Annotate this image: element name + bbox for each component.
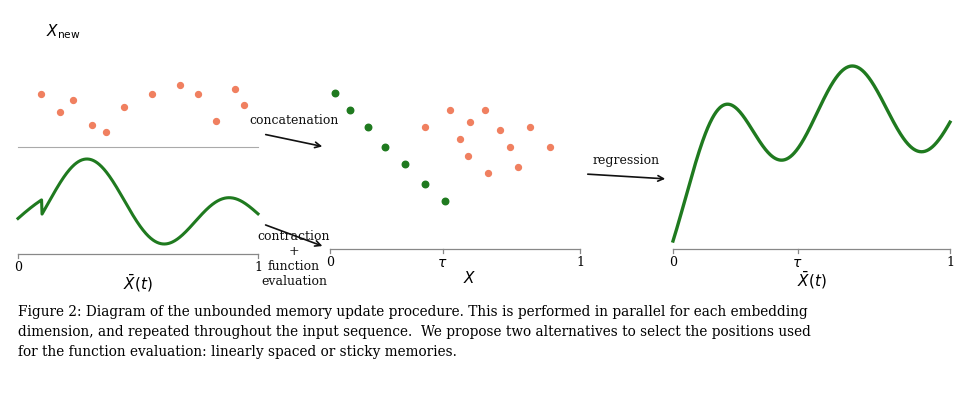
Text: $X_\mathrm{new}$: $X_\mathrm{new}$ [46,22,80,40]
Point [360,124,376,130]
Text: concatenation: concatenation [250,114,339,127]
Point [438,199,453,205]
Point [343,107,358,113]
Point [327,90,343,97]
Point [480,170,496,176]
Text: regression: regression [593,153,660,166]
Point [33,91,48,98]
Point [171,82,187,89]
Text: contraction
+
function
evaluation: contraction + function evaluation [257,230,330,287]
Point [417,182,433,188]
Point [66,97,81,104]
Point [209,118,225,124]
Point [442,107,458,113]
Point [542,145,558,151]
Point [463,119,478,126]
Point [417,124,433,130]
Point [502,145,518,151]
Point [116,104,132,111]
Point [378,145,393,151]
Point [144,91,160,98]
Text: $\tau$: $\tau$ [438,256,448,269]
Point [191,91,206,98]
Text: $\tau$: $\tau$ [793,256,802,269]
Point [460,153,475,159]
Point [510,165,526,171]
Point [523,124,538,130]
Text: 0: 0 [669,256,677,269]
Point [397,161,412,168]
Text: $X$: $X$ [464,269,476,285]
Point [227,87,243,93]
Point [84,122,100,129]
Text: $\bar{X}(t)$: $\bar{X}(t)$ [797,269,827,290]
Text: for the function evaluation: linearly spaced or sticky memories.: for the function evaluation: linearly sp… [18,344,457,358]
Text: $\bar{X}(t)$: $\bar{X}(t)$ [123,272,153,293]
Text: 0: 0 [326,256,334,269]
Point [52,109,68,115]
Point [98,130,113,136]
Text: Figure 2: Diagram of the unbounded memory update procedure. This is performed in: Figure 2: Diagram of the unbounded memor… [18,304,807,318]
Text: 1: 1 [946,256,954,269]
Point [236,103,252,109]
Text: 0: 0 [14,260,22,273]
Point [493,128,508,134]
Text: dimension, and repeated throughout the input sequence.  We propose two alternati: dimension, and repeated throughout the i… [18,324,811,338]
Text: 1: 1 [576,256,584,269]
Point [452,136,468,143]
Point [477,107,493,113]
Text: 1: 1 [254,260,262,273]
